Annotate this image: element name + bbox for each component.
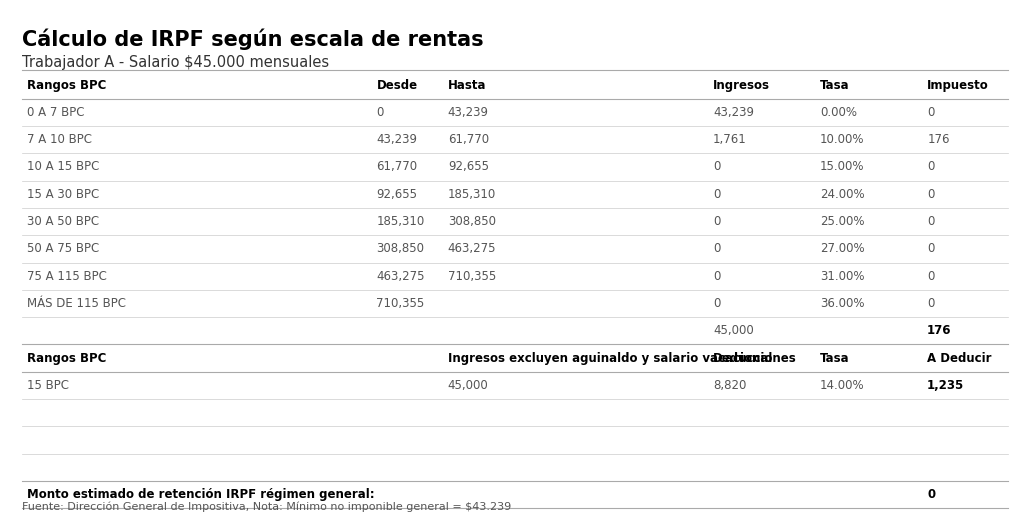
Text: 0: 0 [376, 106, 383, 119]
Text: 75 A 115 BPC: 75 A 115 BPC [26, 270, 106, 282]
Text: 0: 0 [712, 188, 719, 201]
Text: 0 A 7 BPC: 0 A 7 BPC [26, 106, 84, 119]
Text: 24.00%: 24.00% [819, 188, 864, 201]
Text: 0: 0 [926, 161, 933, 173]
Text: 43,239: 43,239 [376, 133, 417, 146]
Text: 10 A 15 BPC: 10 A 15 BPC [26, 161, 99, 173]
Text: 10.00%: 10.00% [819, 133, 864, 146]
Text: 36.00%: 36.00% [819, 297, 864, 310]
Text: 7 A 10 BPC: 7 A 10 BPC [26, 133, 92, 146]
Text: 43,239: 43,239 [712, 106, 753, 119]
Text: 30 A 50 BPC: 30 A 50 BPC [26, 215, 99, 228]
Text: 0: 0 [926, 297, 933, 310]
Text: Hasta: Hasta [447, 79, 486, 91]
Text: Ingresos excluyen aguinaldo y salario vacacional: Ingresos excluyen aguinaldo y salario va… [447, 352, 771, 364]
Text: 31.00%: 31.00% [819, 270, 864, 282]
Text: 25.00%: 25.00% [819, 215, 864, 228]
Text: 15 A 30 BPC: 15 A 30 BPC [26, 188, 99, 201]
Text: 176: 176 [926, 133, 949, 146]
Text: 15.00%: 15.00% [819, 161, 864, 173]
Text: 0.00%: 0.00% [819, 106, 856, 119]
Text: 61,770: 61,770 [447, 133, 488, 146]
Text: Ingresos: Ingresos [712, 79, 769, 91]
Text: Rangos BPC: Rangos BPC [26, 79, 106, 91]
Text: Fuente: Dirección General de Impositiva, Nota: Mínimo no imponible general = $43: Fuente: Dirección General de Impositiva,… [22, 501, 512, 512]
Text: 8,820: 8,820 [712, 379, 746, 392]
Text: 27.00%: 27.00% [819, 243, 864, 255]
Text: 0: 0 [712, 161, 719, 173]
Text: 185,310: 185,310 [447, 188, 495, 201]
Text: 0: 0 [926, 488, 934, 501]
Text: Trabajador A - Salario $45.000 mensuales: Trabajador A - Salario $45.000 mensuales [22, 55, 329, 70]
Text: 0: 0 [712, 215, 719, 228]
Text: 1,235: 1,235 [926, 379, 964, 392]
Text: 0: 0 [926, 243, 933, 255]
Text: 308,850: 308,850 [376, 243, 424, 255]
Text: 463,275: 463,275 [447, 243, 496, 255]
Text: Cálculo de IRPF según escala de rentas: Cálculo de IRPF según escala de rentas [22, 29, 484, 50]
Text: 61,770: 61,770 [376, 161, 417, 173]
Text: 14.00%: 14.00% [819, 379, 864, 392]
Text: Desde: Desde [376, 79, 417, 91]
Text: 45,000: 45,000 [712, 324, 753, 337]
Text: MÁS DE 115 BPC: MÁS DE 115 BPC [26, 297, 125, 310]
Text: Tasa: Tasa [819, 352, 849, 364]
Text: A Deducir: A Deducir [926, 352, 990, 364]
Text: Rangos BPC: Rangos BPC [26, 352, 106, 364]
Text: Deducciones: Deducciones [712, 352, 796, 364]
Text: 176: 176 [926, 324, 951, 337]
Text: 15 BPC: 15 BPC [26, 379, 68, 392]
Text: 710,355: 710,355 [376, 297, 424, 310]
Text: 45,000: 45,000 [447, 379, 488, 392]
Text: 0: 0 [712, 243, 719, 255]
Text: 1,761: 1,761 [712, 133, 746, 146]
Text: Monto estimado de retención IRPF régimen general:: Monto estimado de retención IRPF régimen… [26, 488, 374, 501]
Text: Impuesto: Impuesto [926, 79, 988, 91]
Text: 308,850: 308,850 [447, 215, 495, 228]
Text: 0: 0 [926, 106, 933, 119]
Text: Tasa: Tasa [819, 79, 849, 91]
Text: 50 A 75 BPC: 50 A 75 BPC [26, 243, 99, 255]
Text: 0: 0 [712, 270, 719, 282]
Text: 0: 0 [712, 297, 719, 310]
Text: 0: 0 [926, 215, 933, 228]
Text: 92,655: 92,655 [376, 188, 417, 201]
Text: 463,275: 463,275 [376, 270, 425, 282]
Text: 710,355: 710,355 [447, 270, 495, 282]
Text: 0: 0 [926, 270, 933, 282]
Text: 185,310: 185,310 [376, 215, 424, 228]
Text: 92,655: 92,655 [447, 161, 488, 173]
Text: 43,239: 43,239 [447, 106, 488, 119]
Text: 0: 0 [926, 188, 933, 201]
